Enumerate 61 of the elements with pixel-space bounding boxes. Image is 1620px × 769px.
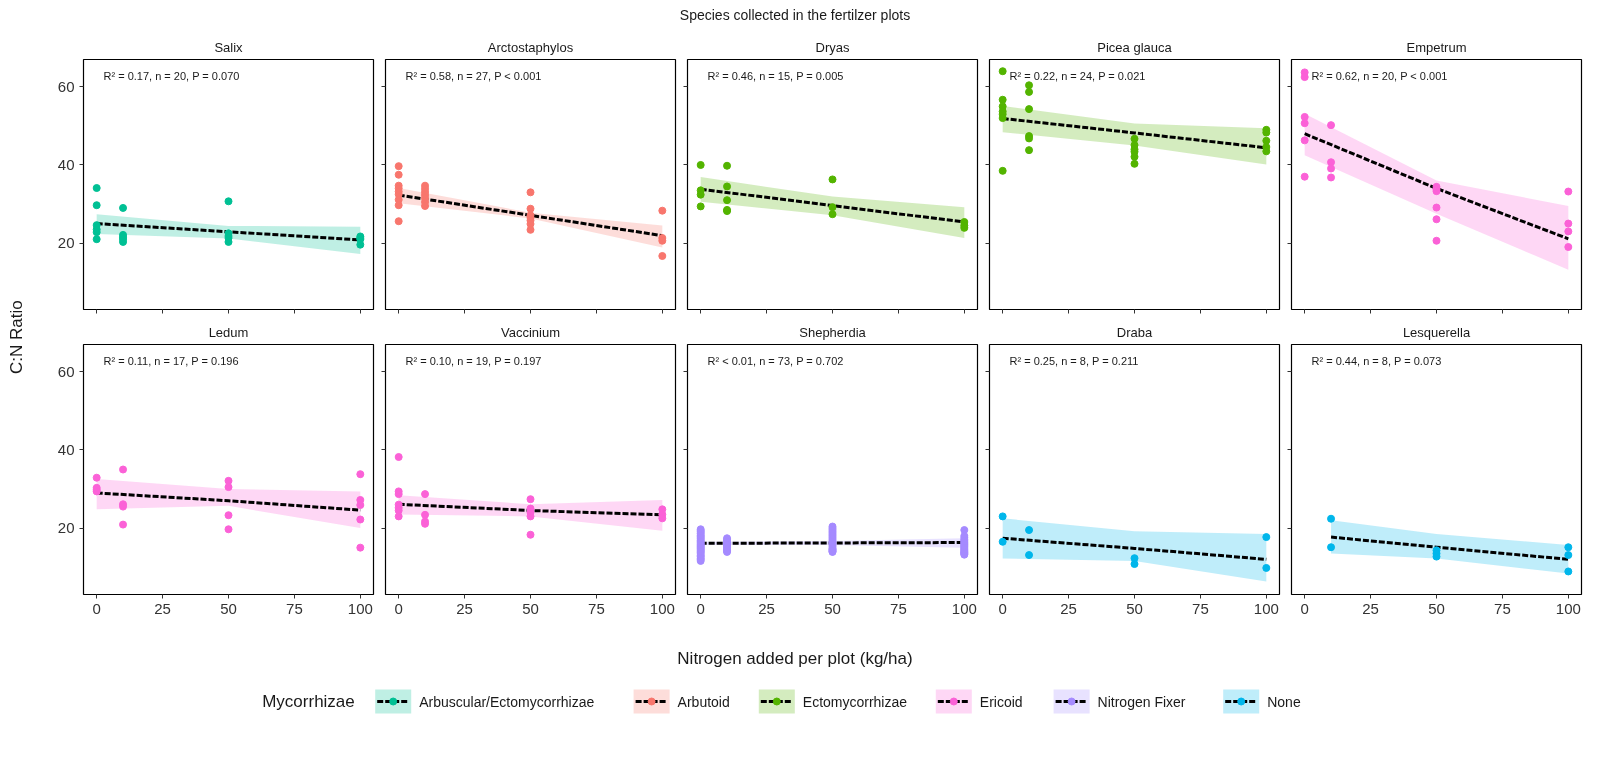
annotation: R² = 0.58, n = 27, P < 0.001: [405, 69, 542, 82]
legend-title: Mycorrhizae: [262, 692, 355, 711]
legend-label: Arbutoid: [677, 693, 730, 710]
annotation: R² < 0.01, n = 73, P = 0.702: [707, 354, 844, 367]
x-tick-label: 50: [824, 599, 841, 617]
y-tick-label: 20: [57, 519, 75, 537]
y-tick-label: 40: [57, 440, 75, 458]
text: Species collected in the fertilzer plots: [679, 6, 911, 25]
text: C:N Ratio: [6, 300, 27, 374]
x-tick-label: 75: [1192, 599, 1209, 617]
x-tick-label: 75: [1494, 599, 1511, 617]
legend-label: None: [1267, 693, 1301, 710]
chart-subtitle: Draba: [1116, 324, 1153, 340]
x-tick-label: 100: [1555, 599, 1581, 617]
x-tick-label: 75: [286, 599, 303, 617]
chart-subtitle: Shepherdia: [799, 324, 867, 340]
x-tick-label: 50: [522, 599, 539, 617]
legend-label: Ericoid: [979, 693, 1023, 710]
x-tick-label: 0: [998, 599, 1007, 617]
x-tick-label: 25: [1060, 599, 1077, 617]
y-tick-label: 60: [57, 362, 75, 380]
x-tick-label: 25: [154, 599, 171, 617]
chart-subtitle: Lesquerella: [1402, 324, 1471, 340]
chart-subtitle: Dryas: [815, 39, 850, 55]
x-tick-label: 75: [588, 599, 605, 617]
x-tick-label: 25: [1362, 599, 1379, 617]
y-tick-label: 20: [57, 234, 75, 252]
legend-label: Nitrogen Fixer: [1097, 693, 1186, 710]
chart-subtitle: Vaccinium: [501, 324, 561, 340]
legend-label: Arbuscular/Ectomycorrhizae: [419, 693, 595, 710]
legend-label: Ectomycorrhizae: [802, 693, 908, 710]
x-tick-label: 25: [456, 599, 473, 617]
x-tick-label: 75: [890, 599, 907, 617]
x-tick-label: 100: [347, 599, 373, 617]
annotation: R² = 0.44, n = 8, P = 0.073: [1311, 354, 1442, 367]
chart-subtitle: Ledum: [208, 324, 249, 340]
chart-subtitle: Salix: [214, 39, 244, 55]
annotation: R² = 0.46, n = 15, P = 0.005: [707, 69, 844, 82]
x-tick-label: 0: [696, 599, 705, 617]
x-tick-label: 100: [649, 599, 675, 617]
y-tick-label: 40: [57, 155, 75, 173]
annotation: R² = 0.22, n = 24, P = 0.021: [1009, 69, 1146, 82]
x-tick-label: 0: [92, 599, 101, 617]
y-tick-label: 60: [57, 77, 75, 95]
x-tick-label: 0: [394, 599, 403, 617]
chart-subtitle: Empetrum: [1406, 39, 1467, 55]
annotation: R² = 0.17, n = 20, P = 0.070: [103, 69, 240, 82]
x-tick-label: 100: [1253, 599, 1279, 617]
x-tick-label: 100: [951, 599, 977, 617]
x-tick-label: 50: [1126, 599, 1143, 617]
x-tick-label: 25: [758, 599, 775, 617]
chart-subtitle: Arctostaphylos: [487, 39, 574, 55]
x-tick-label: 0: [1300, 599, 1309, 617]
x-tick-label: 50: [1428, 599, 1445, 617]
chart-subtitle: Picea glauca: [1097, 39, 1173, 55]
annotation: R² = 0.11, n = 17, P = 0.196: [103, 354, 239, 367]
annotation: R² = 0.62, n = 20, P < 0.001: [1311, 69, 1448, 82]
annotation: R² = 0.25, n = 8, P = 0.211: [1009, 354, 1139, 367]
x-tick-label: 50: [220, 599, 237, 617]
annotation: R² = 0.10, n = 19, P = 0.197: [405, 354, 542, 367]
text: Nitrogen added per plot (kg/ha): [677, 648, 913, 670]
